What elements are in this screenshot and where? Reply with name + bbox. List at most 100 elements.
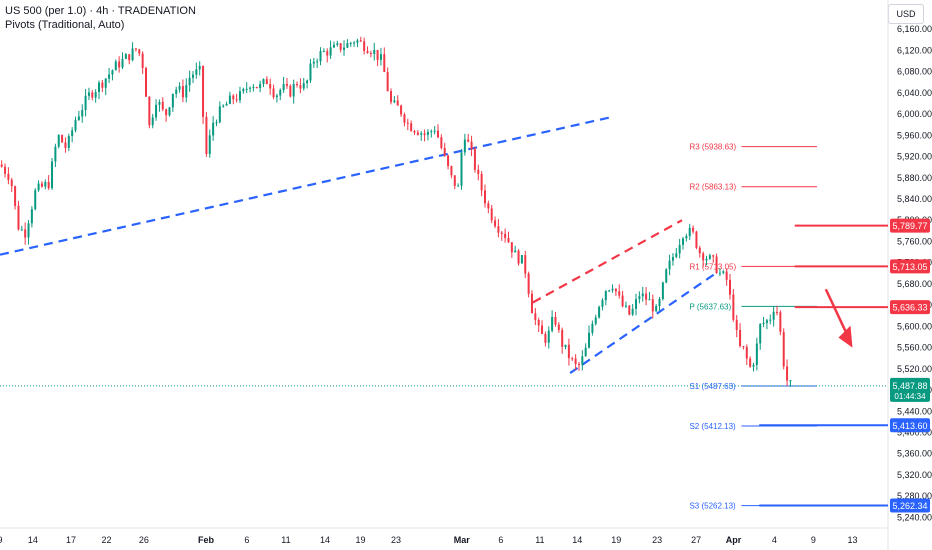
candle-body bbox=[332, 44, 335, 48]
candle-body bbox=[752, 364, 755, 367]
candle-body bbox=[732, 294, 735, 320]
candle-body bbox=[275, 95, 278, 98]
candle-body bbox=[111, 70, 114, 75]
candle-body bbox=[71, 130, 74, 137]
candle-body bbox=[272, 88, 275, 98]
x-tick-label: 11 bbox=[281, 535, 290, 545]
y-tick-label: 6,080.00 bbox=[897, 67, 932, 77]
x-tick-label: 19 bbox=[356, 535, 366, 545]
candle-body bbox=[564, 344, 567, 347]
y-tick-label: 5,960.00 bbox=[897, 130, 932, 140]
candle-body bbox=[118, 61, 121, 68]
candle-body bbox=[121, 58, 124, 68]
candle-body bbox=[661, 282, 664, 300]
candle-body bbox=[232, 95, 235, 100]
x-tick-label: 19 bbox=[611, 535, 621, 545]
y-tick-label: 5,560.00 bbox=[897, 343, 932, 353]
candle-body bbox=[292, 84, 295, 97]
candle-body bbox=[228, 95, 231, 104]
countdown-label: 01:44:34 bbox=[894, 392, 926, 401]
candle-body bbox=[393, 100, 396, 103]
candle-body bbox=[296, 84, 299, 86]
candle-body bbox=[383, 54, 386, 73]
chart-title: US 500 (per 1.0) · 4h · TRADENATION bbox=[5, 5, 196, 17]
y-tick-label: 5,760.00 bbox=[897, 236, 932, 246]
candle-body bbox=[755, 343, 758, 365]
candle-body bbox=[191, 74, 194, 78]
candle-body bbox=[705, 258, 708, 261]
candle-body bbox=[98, 82, 101, 93]
pivot-label-r3: R3 (5938.63) bbox=[689, 143, 736, 152]
channel-upper bbox=[532, 219, 683, 304]
candle-body bbox=[252, 86, 255, 88]
candle-body bbox=[457, 185, 460, 187]
candle-body bbox=[668, 260, 671, 270]
x-tick-label: 14 bbox=[572, 535, 582, 545]
candle-body bbox=[306, 80, 309, 84]
candle-body bbox=[30, 209, 33, 224]
candle-body bbox=[215, 122, 218, 124]
y-tick-label: 5,520.00 bbox=[897, 364, 932, 374]
candle-body bbox=[379, 54, 382, 60]
candle-body bbox=[0, 164, 3, 167]
candle-body bbox=[692, 227, 695, 232]
x-tick-label: 11 bbox=[535, 535, 544, 545]
candle-body bbox=[598, 306, 601, 318]
candle-body bbox=[453, 175, 456, 186]
candle-body bbox=[336, 43, 339, 45]
candle-body bbox=[165, 109, 168, 116]
candle-body bbox=[44, 182, 47, 187]
candle-body bbox=[423, 133, 426, 135]
candle-body bbox=[339, 43, 342, 50]
candle-body bbox=[4, 166, 7, 174]
candle-body bbox=[155, 104, 158, 118]
candle-body bbox=[604, 290, 607, 301]
candle-body bbox=[289, 85, 292, 97]
y-tick-label: 6,000.00 bbox=[897, 109, 932, 119]
x-tick-label: 23 bbox=[391, 535, 401, 545]
candle-body bbox=[255, 86, 258, 89]
price-level-label: 5,713.05 bbox=[892, 262, 927, 272]
candle-body bbox=[581, 356, 584, 365]
candle-body bbox=[621, 295, 624, 307]
candle-body bbox=[638, 296, 641, 300]
pivot-label-s2: S2 (5412.13) bbox=[689, 422, 736, 431]
candle-body bbox=[87, 92, 90, 96]
pivot-label-p: P (5637.63) bbox=[689, 302, 731, 311]
candle-body bbox=[541, 325, 544, 334]
price-level-badge bbox=[890, 259, 930, 274]
candle-body bbox=[343, 47, 346, 50]
candle-body bbox=[212, 122, 215, 136]
candle-body bbox=[299, 85, 302, 89]
candle-body bbox=[366, 51, 369, 53]
x-tick-label: 26 bbox=[139, 535, 149, 545]
candle-body bbox=[134, 48, 137, 50]
candle-body bbox=[728, 279, 732, 295]
candle-body bbox=[675, 253, 678, 258]
y-tick-label: 6,160.00 bbox=[897, 24, 932, 34]
candle-body bbox=[698, 247, 701, 254]
candle-body bbox=[440, 137, 443, 148]
candle-body bbox=[319, 51, 322, 62]
candle-body bbox=[141, 53, 144, 69]
candle-body bbox=[37, 183, 40, 191]
candle-body bbox=[51, 161, 54, 189]
candle-body bbox=[161, 101, 164, 110]
candle-body bbox=[765, 320, 768, 323]
candle-body bbox=[547, 330, 550, 343]
price-level-badge bbox=[890, 418, 930, 433]
x-tick-label: 6 bbox=[498, 535, 503, 545]
candle-body bbox=[608, 290, 611, 292]
candle-body bbox=[517, 250, 520, 264]
x-tick-label: 6 bbox=[244, 535, 249, 545]
indicator-label[interactable]: Pivots (Traditional, Auto) bbox=[5, 19, 125, 31]
candle-body bbox=[390, 91, 393, 103]
candle-body bbox=[168, 107, 171, 116]
y-tick-label: 6,040.00 bbox=[897, 88, 932, 98]
candle-body bbox=[430, 131, 433, 133]
candle-body bbox=[571, 358, 574, 360]
candle-body bbox=[708, 255, 711, 259]
candle-body bbox=[282, 83, 285, 91]
candle-body bbox=[158, 101, 161, 105]
